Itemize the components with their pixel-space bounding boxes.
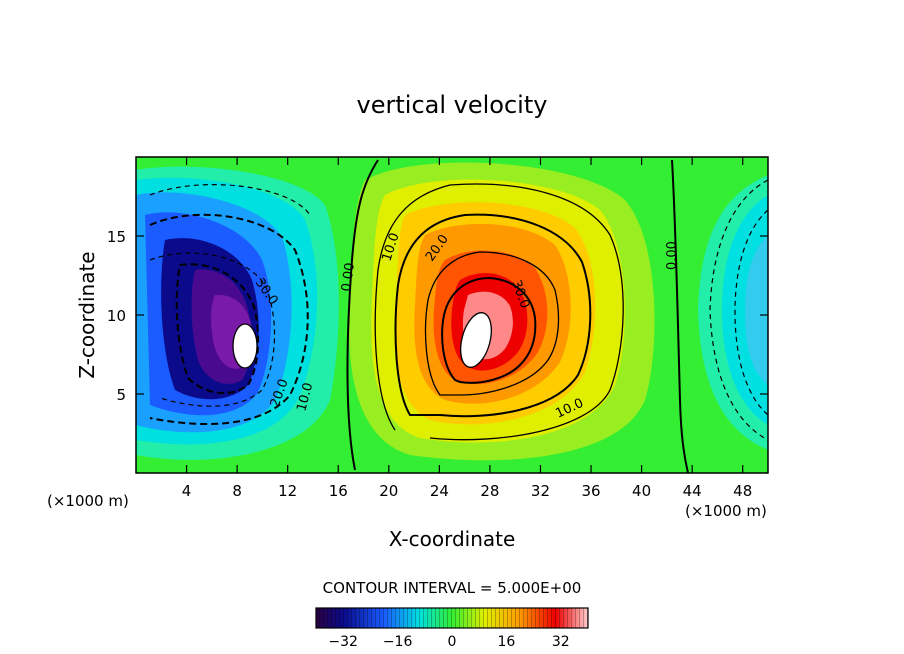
chart-title: vertical velocity [357, 91, 548, 119]
negative-cell-left [136, 166, 339, 460]
colorbar-tick-label-2: 0 [448, 634, 457, 650]
x-axis-label: X-coordinate [389, 527, 516, 551]
y-tick-label-5: 5 [116, 386, 126, 404]
contour-label-3: 10.0 [294, 381, 316, 413]
x-tick-label-24: 24 [430, 482, 449, 500]
y-axis-label: Z-coordinate [75, 251, 99, 378]
x-tick-label-8: 8 [232, 482, 242, 500]
x-tick-label-32: 32 [531, 482, 550, 500]
x-unit-left: (×1000 m) [47, 492, 129, 510]
colorbar-tick-label-3: 16 [497, 634, 515, 650]
x-tick-label-20: 20 [379, 482, 398, 500]
contour-interval-text: CONTOUR INTERVAL = 5.000E+00 [323, 579, 582, 597]
x-tick-label-48: 48 [733, 482, 752, 500]
x-tick-label-12: 12 [278, 482, 297, 500]
positive-cell-center [349, 162, 655, 461]
colorbar-tick-label-4: 32 [552, 634, 570, 650]
x-axis-ticks: 4 8 12 16 20 24 28 32 36 40 44 48 [182, 157, 752, 500]
colorbar: −32 −16 0 16 32 [315, 607, 589, 650]
contour-labels: 30.0 20.0 10.0 0.00 10.0 20.0 30.0 10.0 … [252, 231, 680, 422]
x-unit-right: (×1000 m) [685, 502, 767, 520]
contour-label-9: 0.00 [665, 241, 680, 270]
x-tick-label-40: 40 [632, 482, 651, 500]
x-tick-label-36: 36 [581, 482, 600, 500]
y-tick-label-10: 10 [107, 307, 126, 325]
x-tick-label-4: 4 [182, 482, 192, 500]
x-tick-label-44: 44 [683, 482, 702, 500]
negative-cell-right [698, 175, 768, 450]
y-tick-label-15: 15 [107, 228, 126, 246]
colorbar-frame [315, 607, 589, 629]
contour-label-4: 0.00 [339, 262, 358, 293]
x-tick-label-16: 16 [329, 482, 348, 500]
colorbar-ticks: −32 −16 0 16 32 [328, 634, 569, 650]
plot-area [136, 157, 768, 473]
x-tick-label-28: 28 [480, 482, 499, 500]
y-axis-ticks: 5 10 15 [107, 228, 768, 404]
colorbar-tick-label-1: −16 [383, 634, 413, 650]
colorbar-stripes [316, 608, 588, 628]
colorbar-tick-label-0: −32 [328, 634, 358, 650]
contour-lines [149, 159, 768, 473]
